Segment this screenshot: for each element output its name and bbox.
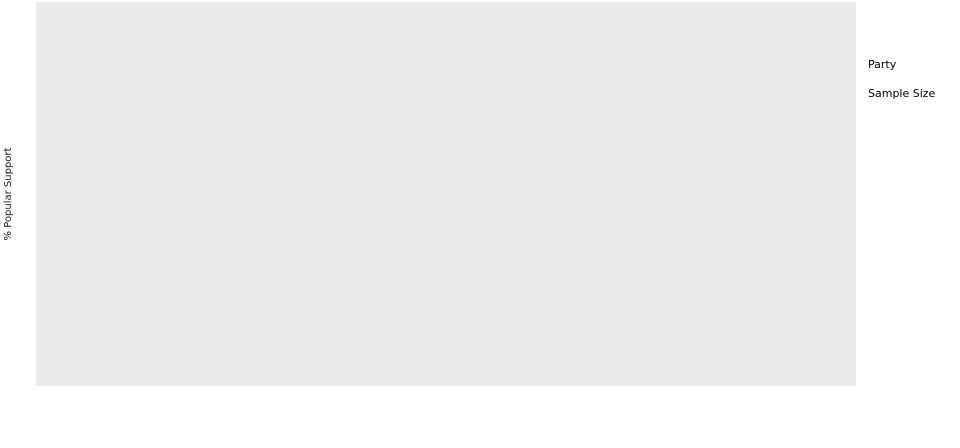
- legend-panel: Party Sample Size: [866, 58, 960, 116]
- y-axis-title: % Popular Support: [3, 147, 14, 240]
- party-legend: Party: [866, 58, 960, 71]
- sample-size-legend-title: Sample Size: [868, 87, 936, 100]
- plot-panel: [36, 2, 856, 386]
- sample-size-legend: Sample Size: [866, 87, 960, 100]
- party-legend-title: Party: [868, 58, 897, 71]
